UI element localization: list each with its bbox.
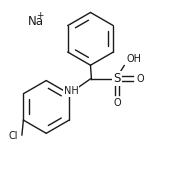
Text: Cl: Cl: [9, 131, 18, 141]
Text: NH: NH: [64, 86, 78, 96]
Text: +: +: [37, 11, 44, 20]
Text: Na: Na: [28, 15, 43, 28]
Text: O: O: [113, 98, 121, 108]
Text: S: S: [113, 72, 121, 85]
Text: OH: OH: [126, 53, 141, 63]
Text: O: O: [136, 74, 144, 84]
